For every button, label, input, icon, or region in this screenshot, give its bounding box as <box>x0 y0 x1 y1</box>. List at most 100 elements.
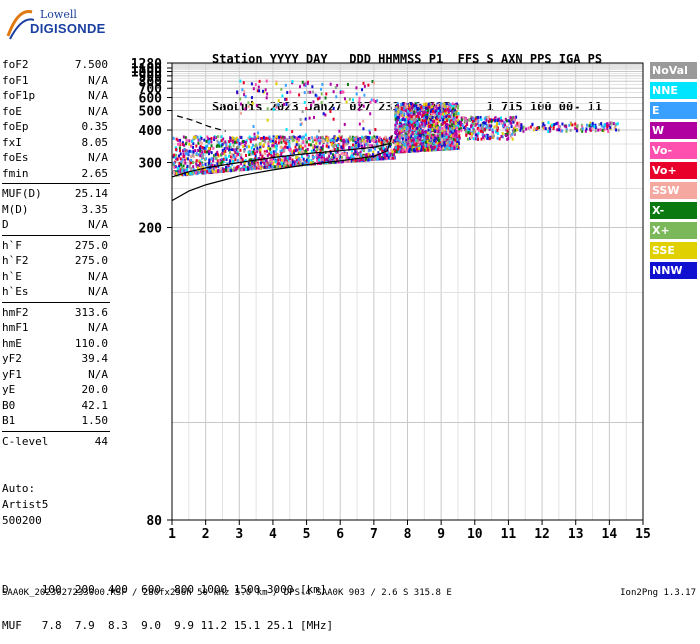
echo-point <box>274 140 277 144</box>
echo-point <box>440 126 443 130</box>
echo-point <box>263 162 266 166</box>
echo-point <box>317 97 320 101</box>
echo-point <box>439 125 442 129</box>
echo-point <box>325 92 328 96</box>
echo-point <box>384 135 387 139</box>
x-tick-label: 1 <box>168 527 176 542</box>
echo-point <box>479 123 482 127</box>
echo-point <box>439 129 442 133</box>
echo-point <box>358 155 361 159</box>
echo-point <box>480 137 483 141</box>
echo-point <box>172 136 175 140</box>
echo-point <box>443 143 446 147</box>
muf-table: D 100 200 400 600 800 1000 1500 3000 [km… <box>2 560 333 644</box>
echo-point <box>426 147 429 151</box>
echo-point <box>362 119 365 123</box>
echo-point <box>617 128 620 132</box>
echo-point <box>360 144 363 148</box>
echo-point <box>464 124 467 128</box>
echo-point <box>427 143 430 147</box>
echo-point <box>404 134 407 138</box>
echo-point <box>209 147 212 151</box>
param-row: yF2 39.4 <box>2 352 108 367</box>
echo-point <box>423 130 426 134</box>
echo-point <box>272 136 275 140</box>
param-name: D <box>2 218 9 231</box>
echo-point <box>436 111 439 115</box>
echo-point <box>252 137 255 141</box>
echo-point <box>257 85 260 89</box>
echo-point <box>542 122 545 126</box>
echo-point <box>413 127 416 131</box>
echo-point <box>255 163 258 167</box>
echo-point <box>405 127 408 131</box>
echo-point <box>427 104 430 108</box>
echo-point <box>272 143 275 147</box>
echo-point <box>462 116 465 120</box>
echo-point <box>433 110 436 114</box>
y-tick-label: 200 <box>139 222 163 237</box>
echo-point <box>470 135 473 139</box>
echo-point <box>423 104 426 108</box>
echo-point <box>359 150 362 154</box>
echo-point <box>406 130 409 134</box>
echo-point <box>256 146 259 150</box>
echo-point <box>426 113 429 117</box>
echo-point <box>265 149 268 153</box>
echo-point <box>405 132 408 136</box>
echo-point <box>501 135 504 139</box>
echo-point <box>284 97 287 101</box>
echo-point <box>397 143 400 147</box>
echo-point <box>474 137 477 141</box>
echo-point <box>277 99 280 103</box>
x-tick-label: 4 <box>269 527 277 542</box>
echo-point <box>470 117 473 121</box>
echo-point <box>362 104 365 108</box>
echo-point <box>436 142 439 146</box>
echo-point <box>430 136 433 140</box>
echo-point <box>449 103 452 107</box>
echo-point <box>465 132 468 136</box>
echo-point <box>395 132 398 136</box>
echo-point <box>409 126 412 130</box>
echo-point <box>174 172 177 176</box>
echo-point <box>269 139 272 143</box>
echo-point <box>454 118 457 122</box>
echo-point <box>443 117 446 121</box>
echo-point <box>306 147 309 151</box>
echo-point <box>393 148 396 152</box>
echo-point <box>598 123 601 127</box>
echo-point <box>437 139 440 143</box>
echo-point <box>479 116 482 120</box>
echo-point <box>585 123 588 127</box>
echo-point <box>429 115 432 119</box>
echo-point <box>496 126 499 130</box>
echo-point <box>355 155 358 159</box>
echo-point <box>248 163 251 167</box>
echo-point <box>319 136 322 140</box>
echo-point <box>506 129 509 133</box>
echo-point <box>373 138 376 142</box>
echo-point <box>240 153 243 157</box>
echo-point <box>477 128 480 132</box>
echo-point <box>415 105 418 109</box>
echo-point <box>206 135 209 139</box>
echo-point <box>556 121 559 125</box>
echo-point <box>413 110 416 114</box>
echo-point <box>411 102 414 106</box>
echo-point <box>270 154 273 158</box>
echo-point <box>261 89 264 93</box>
echo-point <box>316 159 319 163</box>
echo-point <box>343 149 346 153</box>
echo-point <box>481 125 484 129</box>
echo-point <box>453 129 456 133</box>
echo-point <box>529 125 532 129</box>
echo-point <box>313 138 316 142</box>
logo-text-lowell: Lowell <box>40 8 77 21</box>
echo-point <box>358 103 361 107</box>
echo-point <box>423 142 426 146</box>
echo-point <box>565 129 568 133</box>
echo-point <box>445 132 448 136</box>
echo-point <box>264 88 267 92</box>
echo-point <box>485 126 488 130</box>
